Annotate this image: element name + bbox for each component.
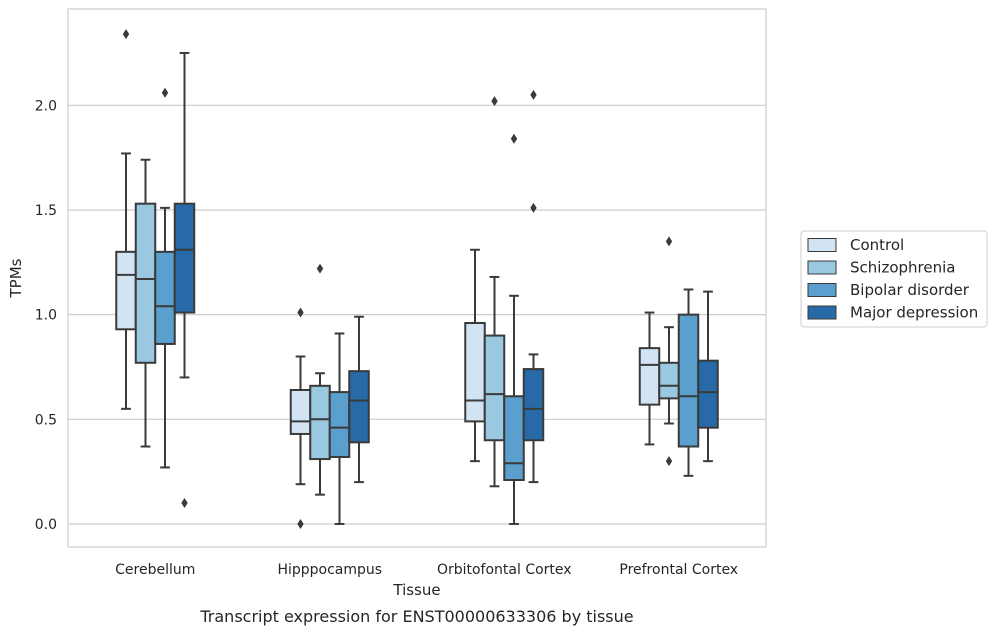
box-major-depression <box>522 89 545 484</box>
box-iqr <box>503 395 525 482</box>
legend-swatch <box>807 260 837 275</box>
outlier-point <box>530 202 537 213</box>
y-tick-label: 1.0 <box>35 308 57 324</box>
outlier-point <box>316 263 324 274</box>
legend-label: Control <box>850 236 904 254</box>
x-tick-label: Hipppocampus <box>277 562 382 578</box>
outlier-point <box>161 87 169 98</box>
plot-area-frame <box>67 8 767 548</box>
outlier-point <box>297 307 304 318</box>
box-schizophrenia <box>309 263 331 496</box>
outlier-point <box>181 498 188 509</box>
box-iqr <box>348 370 370 444</box>
legend: Control Schizophrenia Bipolar disorder Majo… <box>800 230 988 328</box>
y-tick-label: 2.0 <box>35 98 57 114</box>
box-iqr <box>309 384 331 461</box>
outlier-point <box>491 96 498 107</box>
x-tick-labels: Cerebellum Hipppocampus Orbitofontal Corte… <box>115 562 738 578</box>
x-tick-label: Prefrontal Cortex <box>619 562 738 578</box>
box-control <box>115 29 137 410</box>
box-major-depression <box>348 315 370 484</box>
box-control <box>289 307 312 529</box>
box-control <box>464 248 486 463</box>
legend-frame <box>800 230 988 328</box>
box-iqr <box>677 313 700 448</box>
box-iqr <box>522 368 545 442</box>
box-iqr <box>697 359 719 429</box>
box-iqr <box>483 334 506 442</box>
y-tick-labels: 0.0 0.5 1.0 1.5 2.0 <box>35 98 57 533</box>
outlier-point <box>122 29 130 40</box>
box-bipolar-disorder <box>503 133 525 525</box>
box-bipolar-disorder <box>154 87 176 469</box>
legend-label: Bipolar disorder <box>850 281 970 299</box>
outlier-point <box>297 518 304 529</box>
y-tick-label: 0.5 <box>35 412 57 428</box>
box-iqr <box>289 388 312 435</box>
box-bipolar-disorder <box>677 288 700 477</box>
box-iqr <box>173 202 196 314</box>
box-iqr <box>658 361 680 400</box>
box-iqr <box>464 322 486 423</box>
box-schizophrenia <box>658 236 680 467</box>
figure-caption: Transcript expression for ENST0000063330… <box>199 607 633 626</box>
legend-swatch <box>807 283 837 297</box>
x-tick-label: Cerebellum <box>115 562 195 578</box>
box-iqr <box>115 250 137 331</box>
box-major-depression <box>173 51 196 509</box>
x-tick-label: Orbitofontal Cortex <box>437 562 572 578</box>
outlier-point <box>510 133 518 144</box>
outlier-point <box>665 236 673 247</box>
box-major-depression <box>697 290 719 463</box>
box-iqr <box>154 250 176 345</box>
y-tick-label: 1.5 <box>35 203 57 219</box>
legend-label: Schizophrenia <box>850 259 955 277</box>
box-schizophrenia <box>134 158 157 448</box>
outlier-point <box>665 456 673 467</box>
box-iqr <box>638 347 661 406</box>
box-control <box>638 311 661 446</box>
legend-swatch <box>807 305 837 320</box>
outlier-point <box>530 89 537 100</box>
box-iqr <box>134 202 157 364</box>
box-iqr <box>328 391 351 458</box>
boxes-layer <box>115 29 719 529</box>
y-tick-label: 0.0 <box>35 517 57 533</box>
box-bipolar-disorder <box>328 332 351 525</box>
y-axis-label: TPMs <box>7 258 25 298</box>
legend-label: Major depression <box>850 304 978 322</box>
x-axis-label: Tissue <box>392 581 440 599</box>
box-schizophrenia <box>483 96 506 488</box>
legend-swatch <box>807 238 837 252</box>
